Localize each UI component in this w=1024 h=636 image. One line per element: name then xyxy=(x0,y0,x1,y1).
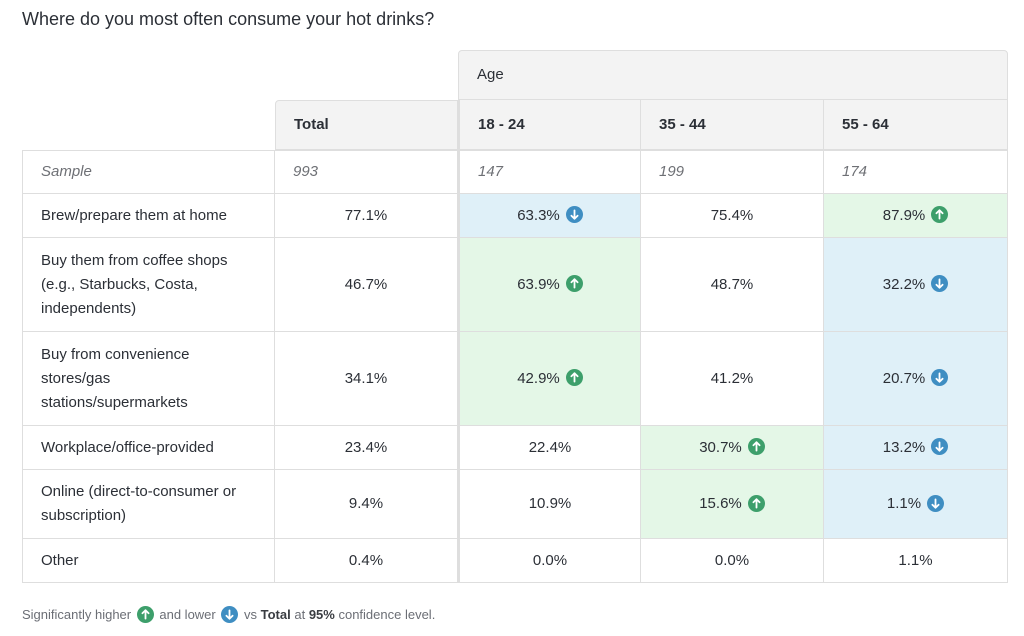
data-cell-18-24: 10.9% xyxy=(458,470,641,539)
table-row: Other 0.4% 0.0% 0.0% 1.1% xyxy=(22,539,1009,583)
data-cell-18-24: 63.9% xyxy=(458,238,641,332)
column-header-35-44: 35 - 44 xyxy=(641,100,824,150)
arrow-up-circle-icon xyxy=(136,606,154,624)
arrow-up-circle-icon xyxy=(565,369,583,387)
data-cell-35-44: 48.7% xyxy=(641,238,824,332)
row-label: Workplace/office-provided xyxy=(22,426,275,470)
data-cell-18-24: 63.3% xyxy=(458,194,641,238)
data-cell-total: 77.1% xyxy=(275,194,458,238)
crosstab-table: Age Total 18 - 24 35 - 44 55 - 64 Sample… xyxy=(22,50,1009,583)
table-row: Buy from convenience stores/gas stations… xyxy=(22,332,1009,426)
data-cell-18-24: 0.0% xyxy=(458,539,641,583)
cell-value: 41.2% xyxy=(710,369,754,387)
data-cell-35-44: 15.6% xyxy=(641,470,824,539)
cell-value: 15.6% xyxy=(699,495,742,513)
footnote-confidence-value: 95% xyxy=(308,607,335,622)
arrow-down-circle-icon xyxy=(927,494,945,512)
arrow-up-circle-icon xyxy=(747,438,765,456)
cell-value: 10.9% xyxy=(528,495,572,513)
cell-value: 75.4% xyxy=(710,206,754,224)
cell-value: 22.4% xyxy=(528,438,572,456)
data-cell-total: 9.4% xyxy=(275,470,458,539)
data-cell-55-64: 1.1% xyxy=(824,539,1009,583)
footnote-higher-text: Significantly higher xyxy=(22,607,132,622)
table-row: Workplace/office-provided 23.4% 22.4% 30… xyxy=(22,426,1009,470)
cell-value: 30.7% xyxy=(699,438,742,456)
cell-value: 0.0% xyxy=(532,551,568,569)
cell-value: 77.1% xyxy=(344,206,388,224)
arrow-down-circle-icon xyxy=(931,369,949,387)
cell-value: 1.1% xyxy=(886,495,922,513)
data-cell-18-24: 22.4% xyxy=(458,426,641,470)
cell-value: 13.2% xyxy=(882,438,926,456)
data-cell-35-44: 0.0% xyxy=(641,539,824,583)
table-corner xyxy=(22,50,458,100)
sample-35-44: 199 xyxy=(641,150,824,194)
cell-value: 9.4% xyxy=(348,495,384,513)
data-cell-55-64: 87.9% xyxy=(824,194,1009,238)
data-cell-55-64: 32.2% xyxy=(824,238,1009,332)
data-cell-total: 23.4% xyxy=(275,426,458,470)
table-row: Online (direct-to-consumer or subscripti… xyxy=(22,470,1009,539)
cell-value: 0.4% xyxy=(348,551,384,569)
table-row: Buy them from coffee shops (e.g., Starbu… xyxy=(22,238,1009,332)
question-title: Where do you most often consume your hot… xyxy=(22,9,435,29)
data-cell-55-64: 20.7% xyxy=(824,332,1009,426)
data-cell-total: 0.4% xyxy=(275,539,458,583)
data-cell-55-64: 13.2% xyxy=(824,426,1009,470)
cell-value: 46.7% xyxy=(344,275,388,293)
row-label: Other xyxy=(22,539,275,583)
sample-total: 993 xyxy=(275,150,458,194)
data-cell-18-24: 42.9% xyxy=(458,332,641,426)
footnote-level-text: confidence level. xyxy=(338,607,436,622)
cell-value: 32.2% xyxy=(882,275,926,293)
footnote-lower-text: and lower xyxy=(159,607,216,622)
data-cell-35-44: 30.7% xyxy=(641,426,824,470)
sample-label: Sample xyxy=(22,150,275,194)
arrow-down-circle-icon xyxy=(565,206,583,224)
data-cell-35-44: 75.4% xyxy=(641,194,824,238)
arrow-up-circle-icon xyxy=(565,275,583,293)
cell-value: 63.3% xyxy=(517,206,560,224)
column-header-18-24: 18 - 24 xyxy=(458,100,641,150)
row-label: Buy them from coffee shops (e.g., Starbu… xyxy=(22,238,275,332)
sample-55-64: 174 xyxy=(824,150,1009,194)
arrow-down-circle-icon xyxy=(931,438,949,456)
cell-value: 42.9% xyxy=(517,369,560,387)
cell-value: 20.7% xyxy=(882,369,926,387)
footnote-vs-text: vs xyxy=(244,607,257,622)
arrow-down-circle-icon xyxy=(221,606,239,624)
arrow-up-circle-icon xyxy=(747,494,765,512)
significance-footnote: Significantly higher and lower vs Total … xyxy=(22,605,435,625)
banner-header-age: Age xyxy=(458,50,1009,100)
column-header-55-64: 55 - 64 xyxy=(824,100,1009,150)
footnote-at-text: at xyxy=(294,607,306,622)
cell-value: 34.1% xyxy=(344,369,388,387)
table-row: Brew/prepare them at home 77.1% 63.3% 75… xyxy=(22,194,1009,238)
cell-value: 63.9% xyxy=(517,275,560,293)
data-cell-total: 34.1% xyxy=(275,332,458,426)
row-label: Online (direct-to-consumer or subscripti… xyxy=(22,470,275,539)
footnote-total-text: Total xyxy=(260,607,291,622)
cell-value: 87.9% xyxy=(882,206,926,224)
cell-value: 1.1% xyxy=(898,551,933,569)
row-label: Buy from convenience stores/gas stations… xyxy=(22,332,275,426)
data-cell-total: 46.7% xyxy=(275,238,458,332)
data-cell-35-44: 41.2% xyxy=(641,332,824,426)
cell-value: 0.0% xyxy=(714,551,750,569)
row-label-header xyxy=(22,100,275,150)
sample-row: Sample 993 147 199 174 xyxy=(22,150,1009,194)
column-header-total: Total xyxy=(275,100,458,150)
cell-value: 23.4% xyxy=(344,438,388,456)
sample-18-24: 147 xyxy=(458,150,641,194)
row-label: Brew/prepare them at home xyxy=(22,194,275,238)
data-cell-55-64: 1.1% xyxy=(824,470,1009,539)
arrow-up-circle-icon xyxy=(931,206,949,224)
cell-value: 48.7% xyxy=(710,275,754,293)
arrow-down-circle-icon xyxy=(931,275,949,293)
